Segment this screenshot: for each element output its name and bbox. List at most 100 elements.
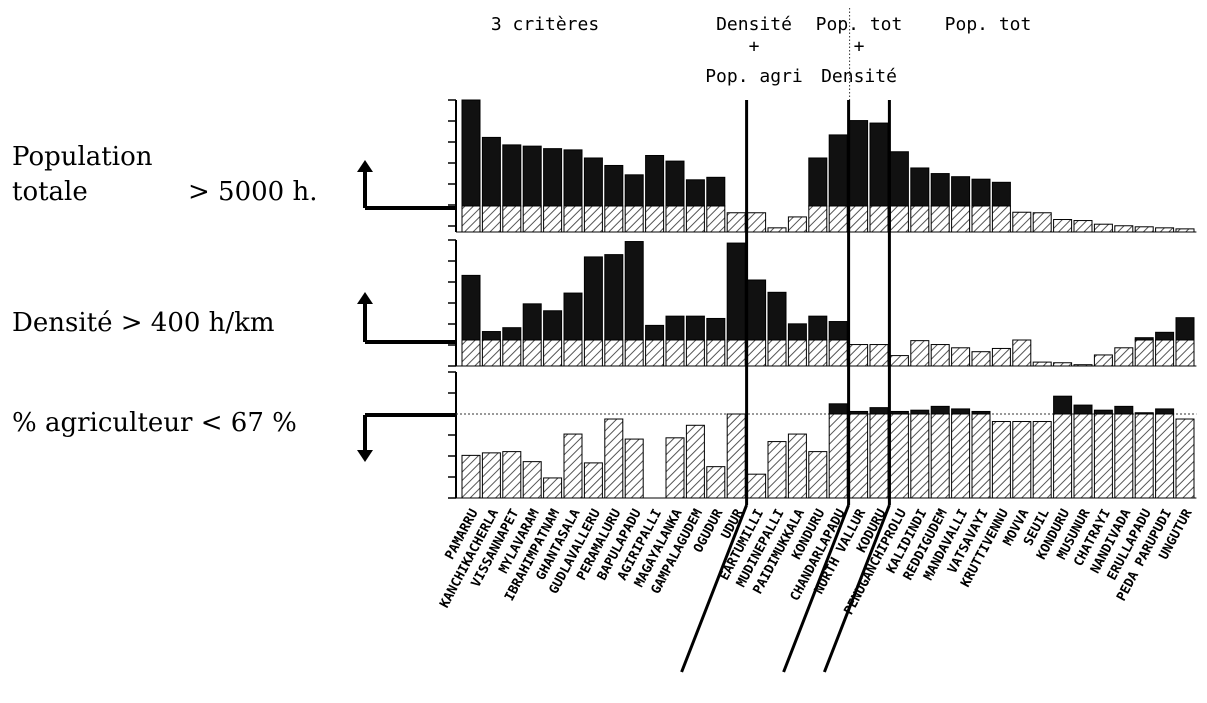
group-header-3: Densité (821, 66, 897, 87)
bar-2-below-threshold (1155, 339, 1175, 367)
bar-2-above-threshold (522, 303, 542, 341)
bar-2-below-threshold (971, 351, 991, 367)
bar-1-below-threshold (726, 212, 746, 233)
bar-2-below-threshold (685, 339, 705, 367)
bar-3-above-threshold (889, 410, 909, 415)
bar-3-below-threshold (522, 461, 542, 499)
bar-2-below-threshold (1134, 339, 1154, 367)
bar-2-below-threshold (1032, 361, 1052, 367)
bar-1-below-threshold (502, 205, 522, 233)
row-label-layer: Population totale > 5000 h. Densité > 400 h… (12, 142, 456, 462)
bar-3-below-threshold (502, 451, 522, 499)
bar-1-below-threshold (747, 212, 767, 233)
bar-3-above-threshold (1093, 409, 1113, 415)
bar-2-above-threshold (685, 315, 705, 341)
bar-1-below-threshold (1114, 225, 1134, 233)
bar-2-above-threshold (645, 324, 665, 341)
bar-1-above-threshold (665, 160, 685, 207)
bars-layer (461, 99, 1195, 499)
bar-1-below-threshold (828, 205, 848, 233)
bar-3-below-threshold (991, 421, 1011, 499)
group-header-4: Pop. tot (945, 14, 1032, 35)
category-labels-layer: PAMARRUKANCHIKACHERLAVISSANNAPETMYLAVARA… (437, 507, 1195, 618)
bar-2-below-threshold (787, 339, 807, 367)
group-header-2: Densité (716, 14, 792, 35)
group-header-3: Pop. tot (816, 14, 903, 35)
bar-3-below-threshold (747, 473, 767, 499)
bar-2-below-threshold (930, 344, 950, 367)
bar-1-below-threshold (1053, 219, 1073, 233)
bar-2-below-threshold (869, 344, 889, 367)
bar-2-below-threshold (665, 339, 685, 367)
bar-1-above-threshold (991, 181, 1011, 207)
bar-1-below-threshold (461, 205, 481, 233)
bar-1-above-threshold (930, 173, 950, 207)
bar-2-above-threshold (583, 256, 603, 341)
bar-2-below-threshold (726, 339, 746, 367)
bar-2-above-threshold (665, 315, 685, 341)
group-divider-slant-1 (680, 504, 748, 673)
bar-1-above-threshold (604, 164, 624, 207)
arrow-down-icon (357, 413, 456, 462)
bar-2-above-threshold (747, 279, 767, 341)
bar-1-above-threshold (971, 178, 991, 207)
group-divider-slant-2 (782, 504, 850, 673)
row-label-3: % agriculteur < 67 % (12, 408, 297, 438)
bar-1-above-threshold (869, 122, 889, 207)
row-label-1: totale (12, 177, 88, 207)
bar-1-below-threshold (522, 205, 542, 233)
bar-3-above-threshold (971, 410, 991, 415)
bar-1-above-threshold (461, 99, 481, 207)
bar-3-below-threshold (930, 413, 950, 499)
bar-2-below-threshold (951, 347, 971, 367)
bar-2-below-threshold (1053, 362, 1073, 367)
bar-2-below-threshold (645, 339, 665, 367)
bar-1-below-threshold (971, 205, 991, 233)
bar-1-below-threshold (1093, 223, 1113, 233)
bar-2-below-threshold (583, 339, 603, 367)
bar-1-above-threshold (645, 154, 665, 207)
bar-1-below-threshold (910, 205, 930, 233)
group-header-2: Pop. agri (705, 66, 803, 87)
bar-1-below-threshold (869, 205, 889, 233)
bar-1-above-threshold (685, 179, 705, 207)
bar-1-above-threshold (543, 148, 563, 207)
bar-2-above-threshold (481, 331, 501, 341)
bar-1-below-threshold (930, 205, 950, 233)
bar-2-below-threshold (624, 339, 644, 367)
bar-3-above-threshold (1114, 405, 1134, 415)
bar-3-above-threshold (1073, 404, 1093, 415)
bar-2-above-threshold (808, 315, 828, 341)
bar-1-above-threshold (522, 145, 542, 207)
arrow-up-icon (357, 160, 456, 210)
group-header-1: 3 critères (491, 14, 599, 35)
bar-3-above-threshold (1053, 395, 1073, 415)
bar-1-below-threshold (563, 205, 583, 233)
bar-1-above-threshold (624, 174, 644, 207)
bar-2-above-threshold (726, 242, 746, 341)
bar-1-below-threshold (706, 205, 726, 233)
bar-1-below-threshold (624, 205, 644, 233)
bar-3-below-threshold (1134, 413, 1154, 499)
bar-1-below-threshold (889, 205, 909, 233)
bar-1-below-threshold (685, 205, 705, 233)
bar-2-below-threshold (1093, 354, 1113, 367)
bar-1-below-threshold (583, 205, 603, 233)
bar-2-below-threshold (481, 339, 501, 367)
bar-1-below-threshold (1175, 228, 1195, 233)
bar-3-below-threshold (1114, 413, 1134, 499)
bar-1-above-threshold (828, 134, 848, 207)
bar-2-above-threshold (828, 321, 848, 341)
bar-3-below-threshold (767, 441, 787, 499)
bar-3-below-threshold (869, 413, 889, 499)
group-dividers-layer (680, 8, 891, 673)
bar-3-above-threshold (1155, 408, 1175, 415)
bar-1-above-threshold (910, 167, 930, 207)
bar-3-below-threshold (1073, 413, 1093, 499)
arrow-up-icon (357, 292, 456, 344)
bar-3-below-threshold (604, 418, 624, 499)
bar-1-above-threshold (502, 144, 522, 207)
bar-2-below-threshold (461, 339, 481, 367)
